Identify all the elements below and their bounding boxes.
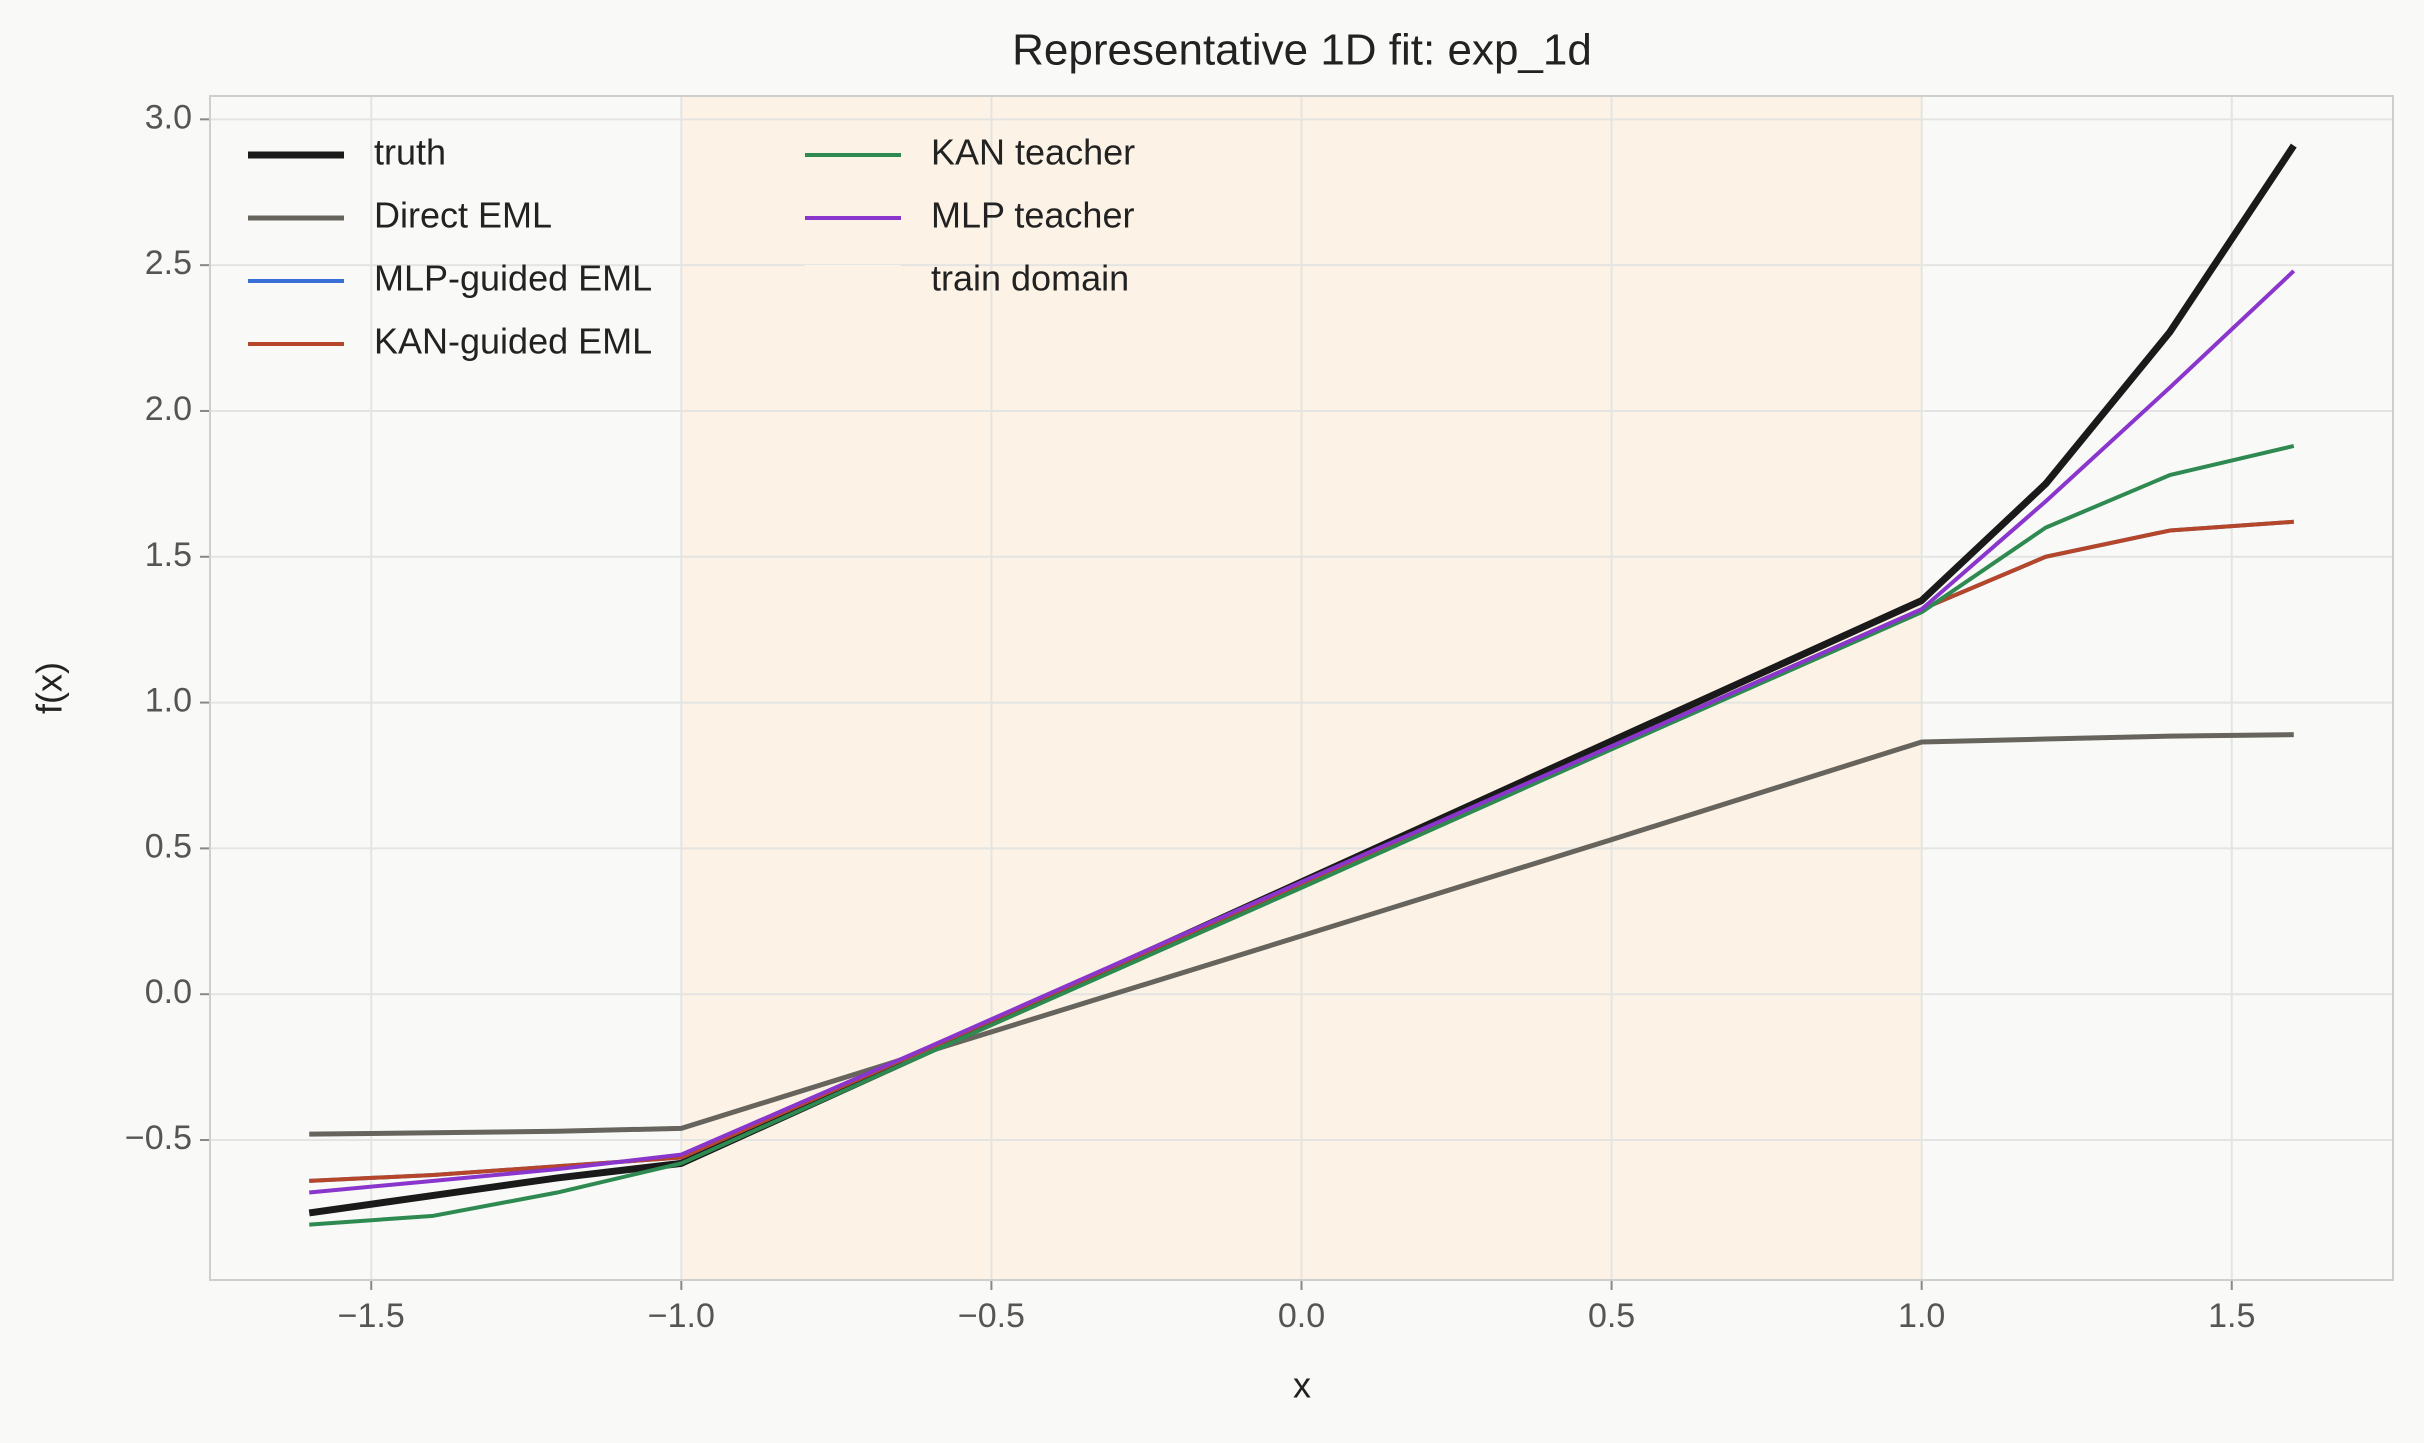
x-tick-label: 1.0 [1898, 1297, 1945, 1335]
x-tick-label: −1.0 [648, 1297, 715, 1335]
legend-label: train domain [931, 258, 1129, 299]
y-tick-label: −0.5 [125, 1119, 192, 1157]
series-line [309, 269, 2296, 1195]
y-tick-label: 1.5 [145, 536, 192, 574]
legend-label: KAN teacher [931, 132, 1135, 173]
series-line [309, 732, 2294, 1137]
x-tick-label: 0.5 [1588, 1297, 1635, 1335]
x-tick-label: −0.5 [958, 1297, 1025, 1335]
y-tick-label: 3.0 [145, 98, 192, 136]
y-tick-label: 0.0 [145, 973, 192, 1011]
plot-frame [209, 95, 2394, 1281]
y-tick-label: 1.0 [145, 682, 192, 720]
legend-label: truth [374, 132, 446, 173]
y-tick-label: 2.5 [145, 244, 192, 282]
y-axis-label: f(x) [29, 662, 70, 714]
legend-label: MLP teacher [931, 195, 1134, 236]
legend-label: KAN-guided EML [374, 321, 652, 362]
x-axis-label: x [1293, 1365, 1311, 1406]
chart-title: Representative 1D fit: exp_1d [1012, 26, 1592, 75]
y-tick-label: 2.0 [145, 390, 192, 428]
series-line [309, 444, 2295, 1227]
legend-label: Direct EML [374, 195, 552, 236]
x-tick-label: −1.5 [338, 1297, 405, 1335]
y-tick-label: 0.5 [145, 827, 192, 865]
x-tick-label: 1.5 [2208, 1297, 2255, 1335]
legend-patch [805, 265, 901, 297]
legend-label: MLP-guided EML [374, 258, 652, 299]
x-tick-label: 0.0 [1278, 1297, 1325, 1335]
